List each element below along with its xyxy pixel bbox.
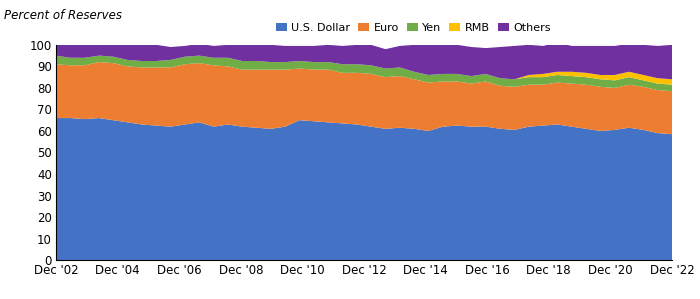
Legend: U.S. Dollar, Euro, Yen, RMB, Others: U.S. Dollar, Euro, Yen, RMB, Others	[272, 18, 555, 37]
Text: Percent of Reserves: Percent of Reserves	[4, 9, 122, 22]
